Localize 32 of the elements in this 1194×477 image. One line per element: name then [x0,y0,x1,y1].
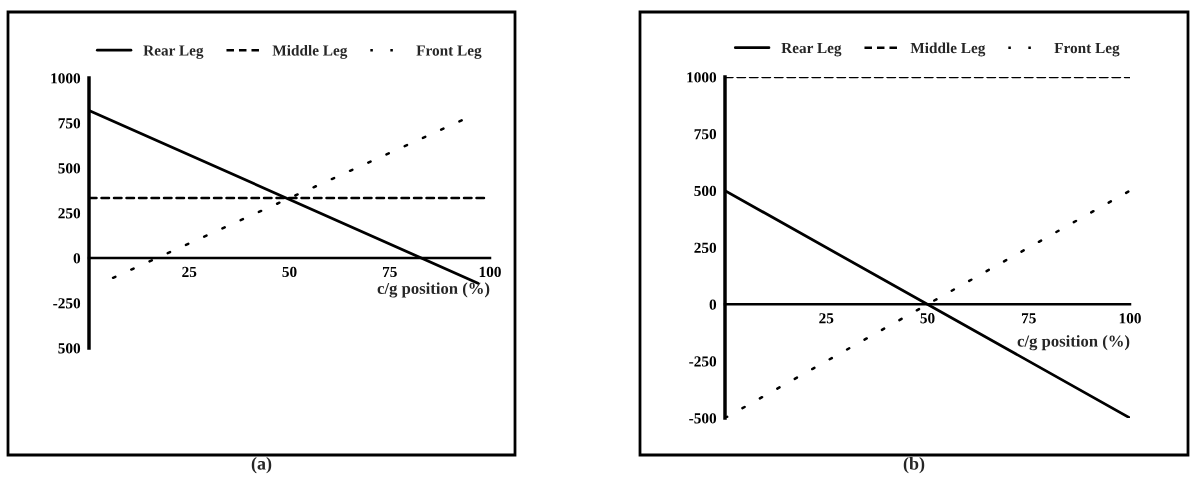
x-tick-label: 25 [182,266,197,278]
legend-label: Middle Leg [910,42,986,57]
legend-label: Front Leg [416,45,482,59]
y-tick-label: 250 [694,242,717,253]
x-axis-title: c/g position (%) [377,282,490,298]
x-tick-label: 50 [920,313,935,324]
y-tick-label: 0 [709,299,717,310]
x-tick-label: 75 [1021,313,1036,324]
y-tick-label: 750 [694,128,717,140]
y-tick-label: 1000 [51,73,81,84]
x-tick-label: 50 [282,266,297,278]
x-tick-label: 25 [819,313,834,324]
legend-label: Front Leg [1054,43,1120,57]
y-tick-label: 500 [58,163,81,174]
y-tick-label: 500 [58,343,81,354]
x-axis-title: c/g position (%) [1017,335,1130,351]
legend-label: Rear Leg [781,43,842,57]
y-tick-label: 1000 [687,72,717,83]
y-tick-label: -500 [689,413,717,424]
y-tick-label: 500 [694,185,717,197]
y-tick-label: 250 [58,208,81,219]
y-tick-label: -250 [53,298,81,309]
text: (a) [251,457,272,474]
x-tick-label: 100 [1119,313,1141,324]
x-tick-label: 100 [479,266,501,278]
legend-label: Middle Leg [272,44,348,59]
legend-label: Rear Leg [143,45,204,59]
y-tick-label: 750 [58,118,81,129]
text: (b) [903,457,925,474]
y-tick-label: 0 [73,253,81,264]
y-tick-label: -250 [689,356,717,367]
x-tick-label: 75 [382,266,397,278]
